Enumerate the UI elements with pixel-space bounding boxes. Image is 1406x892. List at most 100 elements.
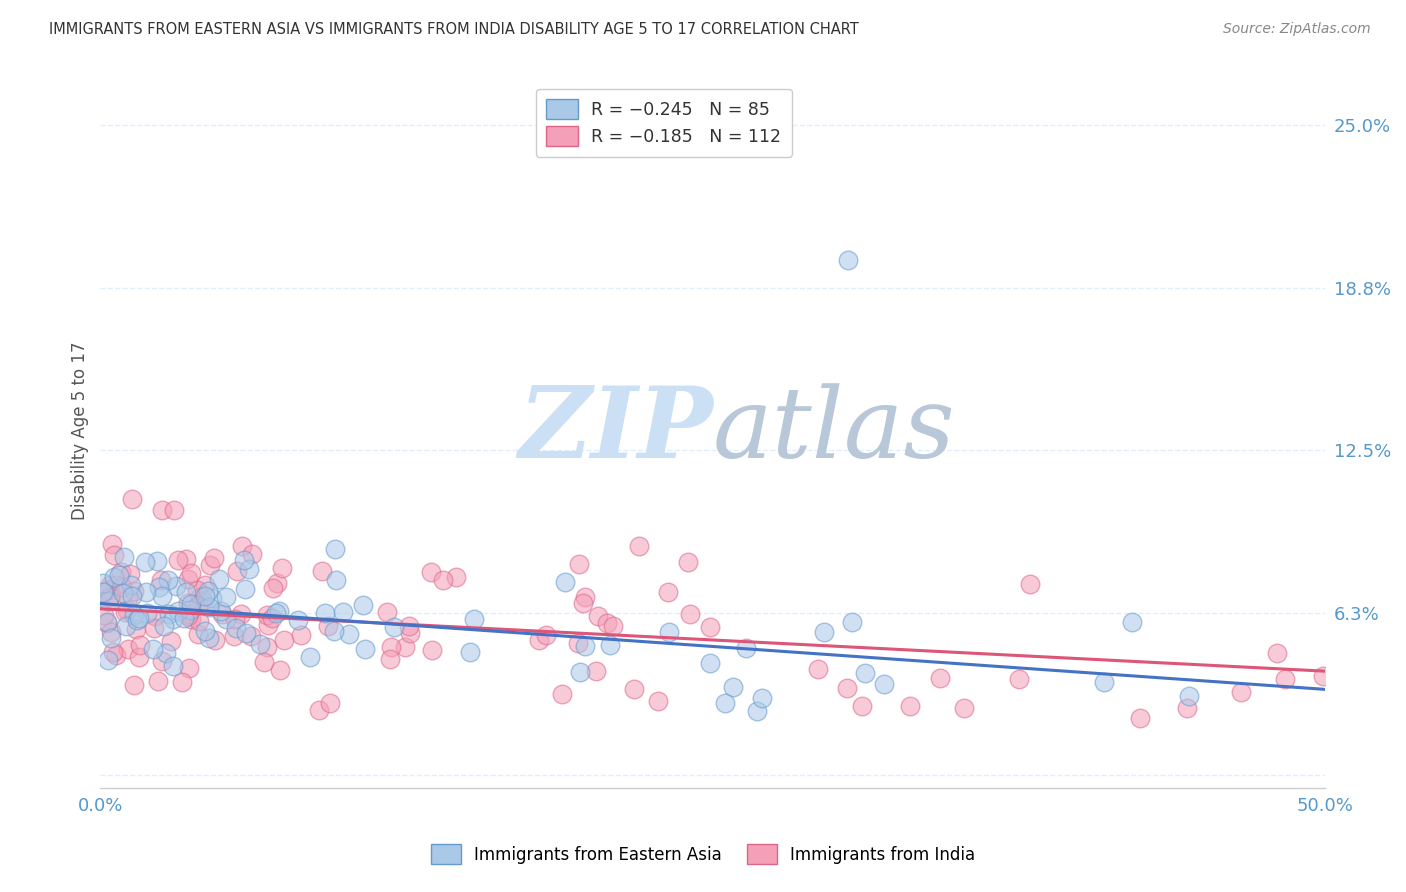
Point: [1175, 701, 1198, 715]
Point: [354, 641, 377, 656]
Point: [103, 645, 125, 659]
Point: [1121, 615, 1143, 630]
Legend: Immigrants from Eastern Asia, Immigrants from India: Immigrants from Eastern Asia, Immigrants…: [425, 838, 981, 871]
Point: [232, 553, 254, 567]
Point: [122, 584, 145, 599]
Point: [699, 656, 721, 670]
Point: [173, 611, 195, 625]
Point: [444, 569, 467, 583]
Point: [316, 619, 339, 633]
Point: [623, 681, 645, 696]
Point: [229, 607, 252, 621]
Point: [929, 671, 952, 685]
Point: [458, 645, 481, 659]
Point: [165, 579, 187, 593]
Point: [117, 603, 139, 617]
Point: [163, 503, 186, 517]
Point: [155, 646, 177, 660]
Point: [201, 591, 224, 606]
Point: [96, 615, 118, 630]
Point: [571, 596, 593, 610]
Point: [380, 640, 402, 654]
Point: [1018, 577, 1040, 591]
Point: [678, 555, 700, 569]
Point: [262, 611, 284, 625]
Point: [108, 567, 131, 582]
Point: [100, 588, 122, 602]
Point: [128, 650, 150, 665]
Point: [188, 590, 211, 604]
Legend: R = −0.245   N = 85, R = −0.185   N = 112: R = −0.245 N = 85, R = −0.185 N = 112: [536, 89, 792, 157]
Point: [1092, 675, 1115, 690]
Point: [841, 615, 863, 629]
Point: [157, 607, 180, 622]
Point: [299, 649, 322, 664]
Point: [1129, 711, 1152, 725]
Point: [851, 698, 873, 713]
Point: [162, 658, 184, 673]
Point: [898, 699, 921, 714]
Point: [1265, 647, 1288, 661]
Point: [121, 491, 143, 506]
Point: [100, 631, 122, 645]
Point: [112, 550, 135, 565]
Point: [224, 612, 246, 626]
Point: [160, 633, 183, 648]
Point: [271, 561, 294, 575]
Point: [209, 604, 232, 618]
Point: [1274, 673, 1296, 687]
Text: Source: ZipAtlas.com: Source: ZipAtlas.com: [1223, 22, 1371, 37]
Point: [104, 577, 127, 591]
Point: [148, 580, 170, 594]
Point: [128, 611, 150, 625]
Point: [322, 624, 344, 639]
Point: [225, 621, 247, 635]
Point: [574, 590, 596, 604]
Point: [835, 681, 858, 696]
Point: [134, 555, 156, 569]
Point: [97, 652, 120, 666]
Point: [290, 628, 312, 642]
Point: [197, 631, 219, 645]
Point: [534, 628, 557, 642]
Point: [332, 605, 354, 619]
Point: [91, 575, 114, 590]
Point: [420, 642, 443, 657]
Point: [585, 664, 607, 678]
Point: [136, 606, 159, 620]
Point: [100, 625, 122, 640]
Text: atlas: atlas: [713, 383, 956, 478]
Point: [101, 537, 124, 551]
Point: [117, 642, 139, 657]
Point: [204, 633, 226, 648]
Point: [104, 648, 127, 663]
Point: [308, 703, 330, 717]
Point: [1229, 685, 1251, 699]
Point: [174, 585, 197, 599]
Point: [215, 612, 238, 626]
Point: [93, 608, 115, 623]
Point: [129, 638, 152, 652]
Point: [679, 607, 702, 621]
Point: [554, 574, 576, 589]
Point: [1178, 690, 1201, 704]
Point: [103, 548, 125, 562]
Point: [266, 606, 288, 620]
Point: [115, 619, 138, 633]
Point: [180, 611, 202, 625]
Point: [91, 585, 114, 599]
Point: [98, 591, 121, 605]
Point: [226, 564, 249, 578]
Point: [142, 621, 165, 635]
Point: [150, 589, 173, 603]
Point: [172, 675, 194, 690]
Point: [325, 542, 347, 557]
Point: [224, 629, 246, 643]
Point: [117, 591, 139, 606]
Point: [256, 640, 278, 654]
Point: [194, 589, 217, 603]
Point: [127, 614, 149, 628]
Point: [125, 622, 148, 636]
Point: [198, 600, 221, 615]
Point: [953, 701, 976, 715]
